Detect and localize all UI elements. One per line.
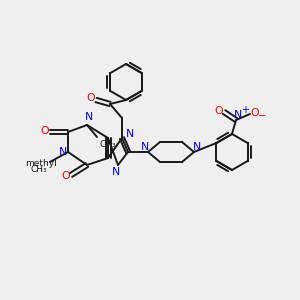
Text: O: O xyxy=(41,126,49,136)
Text: O: O xyxy=(215,106,223,116)
Text: +: + xyxy=(241,105,249,115)
Text: N: N xyxy=(112,167,120,177)
Text: CH₃: CH₃ xyxy=(100,140,117,149)
Text: N: N xyxy=(234,110,242,120)
Text: −: − xyxy=(258,111,266,121)
Text: N: N xyxy=(85,112,93,122)
Text: methyl: methyl xyxy=(25,160,57,169)
Text: O: O xyxy=(62,171,70,181)
Text: N: N xyxy=(126,129,134,139)
Text: N: N xyxy=(141,142,149,152)
Text: O: O xyxy=(251,108,259,118)
Text: N: N xyxy=(59,147,67,157)
Text: O: O xyxy=(87,93,95,103)
Text: N: N xyxy=(193,142,201,152)
Text: CH₃: CH₃ xyxy=(30,165,47,174)
